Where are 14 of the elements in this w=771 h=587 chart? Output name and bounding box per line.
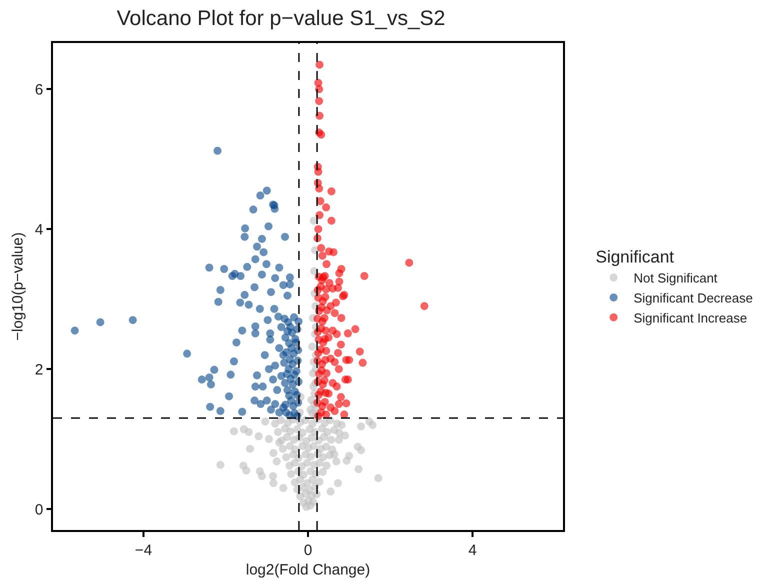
legend-label: Not Significant <box>634 270 718 286</box>
x-tick-label: −4 <box>134 542 152 559</box>
y-tick-label: 0 <box>34 501 44 518</box>
x-tick-label: 4 <box>468 542 477 559</box>
chart-title: Volcano Plot for p−value S1_vs_S2 <box>116 6 446 30</box>
legend-label: Significant Decrease <box>634 290 753 306</box>
x-axis-title: log2(Fold Change) <box>246 561 370 578</box>
y-tick-label: 2 <box>34 361 44 378</box>
legend-title: Significant <box>596 248 674 267</box>
y-axis-title: −log10(p−value) <box>10 232 27 341</box>
y-tick-label: 6 <box>34 81 44 98</box>
y-tick-label: 4 <box>34 221 44 238</box>
x-tick-label: 0 <box>304 542 312 559</box>
legend-label: Significant Increase <box>634 310 748 326</box>
